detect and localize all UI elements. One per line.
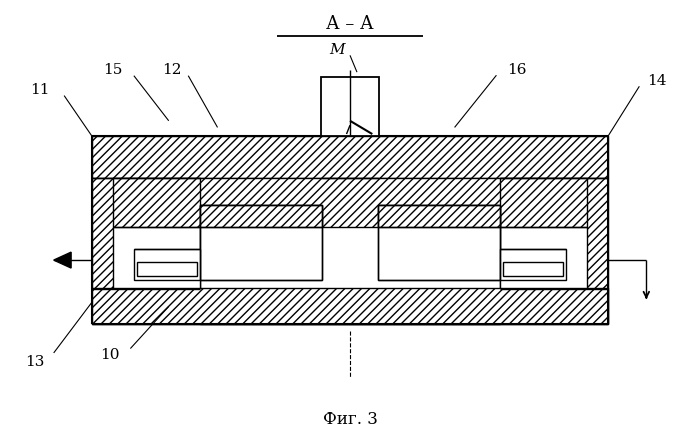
Text: 12: 12 bbox=[162, 63, 182, 77]
Bar bbox=[92, 136, 608, 178]
Bar bbox=[92, 178, 200, 289]
Bar bbox=[500, 227, 587, 289]
Text: 14: 14 bbox=[647, 74, 666, 88]
Bar bbox=[113, 227, 200, 289]
Bar bbox=[500, 249, 566, 280]
Bar bbox=[200, 289, 500, 324]
Text: А – А: А – А bbox=[326, 15, 374, 32]
Bar bbox=[92, 288, 608, 324]
Bar bbox=[137, 262, 197, 275]
Text: 15: 15 bbox=[104, 63, 122, 77]
Bar bbox=[500, 178, 608, 289]
Text: 16: 16 bbox=[508, 63, 527, 77]
Bar bbox=[134, 249, 200, 280]
Text: 11: 11 bbox=[30, 83, 50, 97]
Bar bbox=[92, 289, 608, 324]
Text: Фиг. 3: Фиг. 3 bbox=[323, 411, 377, 428]
Bar bbox=[378, 205, 500, 280]
Text: М: М bbox=[330, 43, 345, 57]
Bar bbox=[321, 77, 379, 136]
Polygon shape bbox=[54, 252, 71, 268]
Bar bbox=[113, 178, 587, 227]
Bar bbox=[200, 205, 322, 227]
Bar bbox=[503, 262, 563, 275]
Bar bbox=[378, 205, 500, 227]
Text: 10: 10 bbox=[99, 348, 119, 362]
Bar bbox=[200, 205, 322, 280]
Text: 13: 13 bbox=[25, 355, 45, 369]
